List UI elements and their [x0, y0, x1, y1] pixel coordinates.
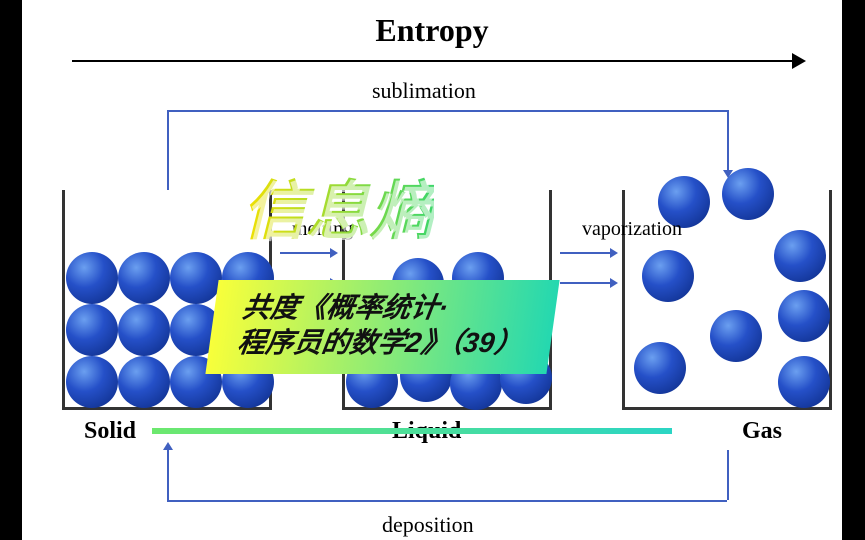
- particle-solid: [66, 252, 118, 304]
- sublimation-arrow-down: [727, 110, 729, 170]
- particle-gas: [710, 310, 762, 362]
- particle-gas: [722, 168, 774, 220]
- solid-label: Solid: [84, 418, 136, 445]
- particle-gas: [778, 290, 830, 342]
- particle-solid: [118, 252, 170, 304]
- deposition-line-down: [727, 450, 729, 500]
- vaporization-arrow-1: [560, 252, 610, 254]
- sublimation-label: sublimation: [372, 78, 476, 104]
- deposition-arrow-up: [167, 450, 169, 500]
- vaporization-arrow-2: [560, 282, 610, 284]
- particle-gas: [774, 230, 826, 282]
- overlay-underline: [152, 428, 672, 434]
- particle-solid: [118, 304, 170, 356]
- particle-solid: [170, 252, 222, 304]
- particle-solid: [66, 356, 118, 408]
- gas-label: Gas: [742, 418, 782, 445]
- particle-gas: [778, 356, 830, 408]
- deposition-label: deposition: [382, 512, 474, 538]
- sublimation-line-up: [167, 110, 169, 190]
- deposition-line-h: [167, 500, 727, 502]
- diagram-canvas: Entropy sublimation melting vaporization…: [22, 0, 842, 540]
- particle-gas: [634, 342, 686, 394]
- overlay-title: 信息熵: [242, 160, 434, 252]
- entropy-direction-arrow: [72, 60, 792, 62]
- vaporization-label: vaporization: [582, 218, 682, 241]
- overlay-banner-line2: 程序员的数学2》（39）: [235, 325, 525, 360]
- sublimation-line-h: [167, 110, 727, 112]
- overlay-banner: 共度《概率统计· 程序员的数学2》（39）: [205, 280, 559, 374]
- particle-gas: [642, 250, 694, 302]
- melting-arrow-1: [280, 252, 330, 254]
- particle-solid: [118, 356, 170, 408]
- page-title: Entropy: [22, 12, 842, 49]
- overlay-banner-line1: 共度《概率统计·: [240, 290, 530, 325]
- particle-solid: [66, 304, 118, 356]
